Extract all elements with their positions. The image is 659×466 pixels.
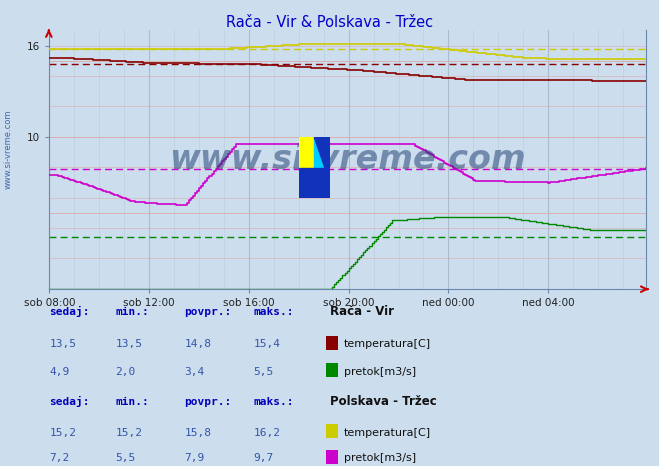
Text: min.:: min.: <box>115 397 149 407</box>
Text: temperatura[C]: temperatura[C] <box>344 428 431 438</box>
Text: sedaj:: sedaj: <box>49 306 90 316</box>
Text: temperatura[C]: temperatura[C] <box>344 339 431 349</box>
Text: 4,9: 4,9 <box>49 367 70 377</box>
Text: www.si-vreme.com: www.si-vreme.com <box>169 143 526 176</box>
Text: sedaj:: sedaj: <box>49 397 90 407</box>
Text: min.:: min.: <box>115 307 149 316</box>
Text: pretok[m3/s]: pretok[m3/s] <box>344 367 416 377</box>
Bar <box>299 137 314 168</box>
Text: maks.:: maks.: <box>254 397 294 407</box>
Text: Rača - Vir & Polskava - Tržec: Rača - Vir & Polskava - Tržec <box>226 15 433 30</box>
Text: 13,5: 13,5 <box>115 339 142 349</box>
Bar <box>314 137 330 168</box>
Text: 15,2: 15,2 <box>115 428 142 438</box>
Text: 15,2: 15,2 <box>49 428 76 438</box>
Text: 2,0: 2,0 <box>115 367 136 377</box>
Text: 15,8: 15,8 <box>185 428 212 438</box>
Text: 16,2: 16,2 <box>254 428 281 438</box>
Text: www.si-vreme.com: www.si-vreme.com <box>3 110 13 189</box>
Bar <box>299 168 330 198</box>
Text: 15,4: 15,4 <box>254 339 281 349</box>
Text: 14,8: 14,8 <box>185 339 212 349</box>
Text: 13,5: 13,5 <box>49 339 76 349</box>
Text: povpr.:: povpr.: <box>185 307 232 316</box>
Text: maks.:: maks.: <box>254 307 294 316</box>
Text: 7,9: 7,9 <box>185 453 205 463</box>
Text: 5,5: 5,5 <box>115 453 136 463</box>
Text: pretok[m3/s]: pretok[m3/s] <box>344 453 416 463</box>
Text: 3,4: 3,4 <box>185 367 205 377</box>
Text: povpr.:: povpr.: <box>185 397 232 407</box>
Text: Rača - Vir: Rača - Vir <box>330 305 393 317</box>
Text: 7,2: 7,2 <box>49 453 70 463</box>
Text: Polskava - Tržec: Polskava - Tržec <box>330 396 436 408</box>
Polygon shape <box>314 137 330 183</box>
Text: 5,5: 5,5 <box>254 367 274 377</box>
Text: 9,7: 9,7 <box>254 453 274 463</box>
